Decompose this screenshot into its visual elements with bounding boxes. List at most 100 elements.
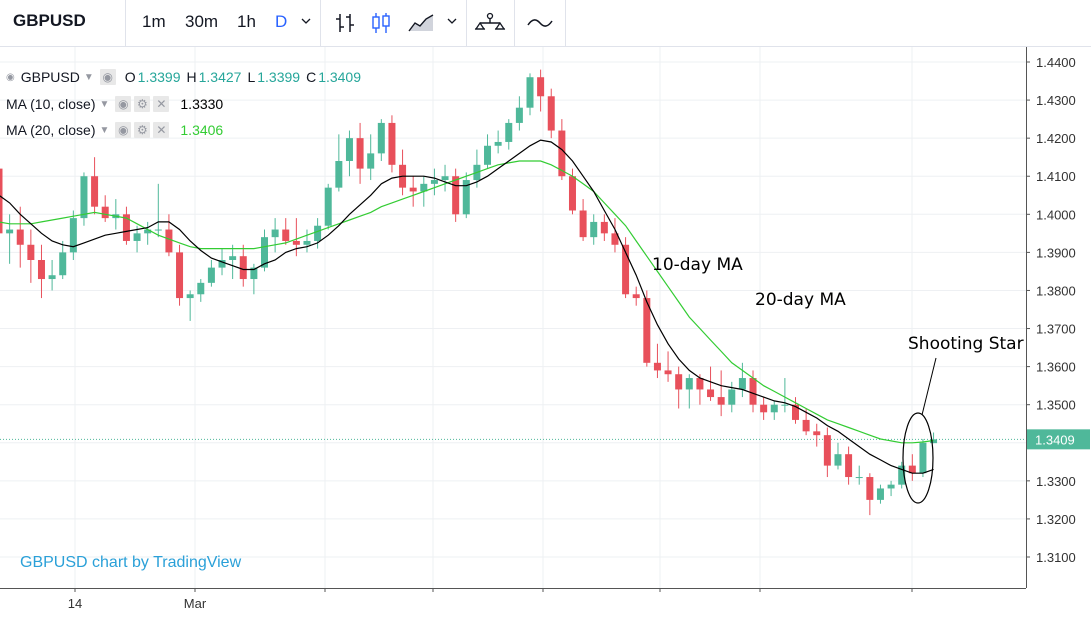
candle-body [452, 176, 460, 215]
ohlc-close-value: 1.3409 [318, 69, 362, 85]
candle-body [707, 389, 715, 398]
candle-body [675, 374, 683, 390]
candle-body [271, 229, 279, 238]
candle-body [760, 404, 768, 413]
chevron-down-icon[interactable] [446, 14, 458, 32]
ma10-value: 1.3330 [180, 96, 224, 112]
eye-icon[interactable]: ◉ [115, 122, 132, 138]
candle-body [27, 244, 35, 260]
area-chart-icon[interactable] [407, 11, 435, 40]
candle-body [568, 176, 576, 211]
candle-body [494, 141, 502, 146]
candle-body [717, 397, 725, 405]
candle-body [866, 477, 874, 500]
chevron-down-icon[interactable]: ▼ [99, 124, 110, 136]
candle-body [37, 260, 45, 280]
tradingview-attribution[interactable]: GBPUSD chart by TradingView [20, 554, 242, 571]
candle-body [919, 442, 927, 474]
interval-1m-button[interactable]: 1m [142, 12, 166, 31]
interval-d-button[interactable]: D [275, 12, 288, 31]
y-tick-label: 1.4100 [1036, 169, 1076, 184]
y-tick-label: 1.3200 [1036, 512, 1076, 527]
candle-body [845, 454, 853, 478]
candle-body [876, 488, 884, 500]
compare-icon[interactable] [526, 13, 554, 38]
candle-body [48, 275, 56, 280]
y-tick-label: 1.3100 [1036, 550, 1076, 565]
y-tick-label: 1.3700 [1036, 322, 1076, 337]
chevron-down-icon[interactable]: ▼ [99, 98, 110, 110]
plot-background [0, 47, 1026, 588]
eye-icon[interactable]: ◉ [115, 96, 132, 112]
bar-chart-icon[interactable] [334, 11, 356, 40]
ohlc-open-value: 1.3399 [137, 69, 181, 85]
toolbar-divider [565, 0, 566, 47]
gear-icon[interactable]: ⚙ [134, 96, 151, 112]
legend-ma20: MA (20, close) ▼ ◉ ⚙ ✕ 1.3406 [6, 120, 223, 140]
close-icon[interactable]: ✕ [153, 122, 170, 138]
interval-1h-button[interactable]: 1h [237, 12, 256, 31]
gear-icon[interactable]: ⚙ [134, 122, 151, 138]
y-tick-label: 1.4300 [1036, 93, 1076, 108]
candle-body [122, 214, 130, 241]
candle-body [579, 210, 587, 238]
candle-body [632, 294, 640, 299]
toolbar-divider [514, 0, 515, 47]
candle-body [643, 298, 651, 363]
candle-body [813, 431, 821, 436]
y-tick-label: 1.3300 [1036, 474, 1076, 489]
candle-body [154, 229, 162, 231]
candle-body [282, 229, 290, 241]
indicators-icon[interactable] [474, 11, 506, 42]
candle-body [377, 122, 385, 154]
annotation-10-day-ma: 10-day MA [652, 255, 743, 275]
y-tick-label: 1.4200 [1036, 131, 1076, 146]
y-tick-label: 1.3500 [1036, 398, 1076, 413]
candle-body [738, 378, 746, 390]
visibility-icon[interactable]: ◉ [99, 69, 116, 85]
candle-body [653, 362, 661, 371]
chevron-down-icon[interactable]: ▼ [83, 71, 94, 83]
ohlc-high-label: H [186, 69, 197, 85]
symbol-selector[interactable]: GBPUSD [13, 11, 86, 30]
candle-body [558, 130, 566, 177]
candle-body [526, 77, 534, 108]
candle-body [207, 267, 215, 283]
toolbar-divider [125, 0, 126, 47]
candle-body [834, 454, 842, 466]
last-price-box [1027, 429, 1090, 450]
candle-body [781, 404, 789, 406]
candle-body [409, 187, 417, 192]
candle-body [685, 378, 693, 390]
ohlc-high-value: 1.3427 [198, 69, 242, 85]
close-icon[interactable]: ✕ [153, 96, 170, 112]
price-chart[interactable]: 1.4400 1.4300 1.4200 1.4100 1.4000 1.3900 1.38… [0, 47, 1091, 618]
annotation-20-day-ma: 20-day MA [755, 290, 846, 310]
candle-body [261, 237, 268, 268]
candle-body [515, 107, 523, 123]
eye-icon[interactable]: ◉ [6, 71, 15, 83]
candle-body [547, 96, 555, 131]
candle-body [69, 218, 77, 253]
candle-body [749, 378, 757, 405]
candle-body [101, 206, 109, 219]
ohlc-close-label: C [306, 69, 317, 85]
interval-30m-button[interactable]: 30m [185, 12, 219, 31]
y-tick-label: 1.3900 [1036, 245, 1076, 260]
candle-body [823, 435, 831, 466]
ma10-line [0, 139, 934, 474]
x-tick-label: Mar [184, 596, 207, 611]
candle-body [59, 252, 67, 276]
candle-body [176, 252, 184, 299]
candle-body [728, 389, 736, 405]
annotation-shooting-star: Shooting Star [908, 334, 1024, 354]
candlestick-icon[interactable] [370, 11, 392, 40]
last-price-label: 1.3409 [1035, 432, 1075, 447]
shooting-star-pointer [921, 357, 937, 416]
chart-area[interactable]: 1.4400 1.4300 1.4200 1.4100 1.4000 1.3900 1.38… [0, 47, 1091, 618]
candle-body [420, 183, 428, 192]
chevron-down-icon[interactable] [300, 14, 312, 32]
candle-body [505, 122, 513, 142]
y-tick-label: 1.3800 [1036, 283, 1076, 298]
candle-body [611, 233, 619, 245]
